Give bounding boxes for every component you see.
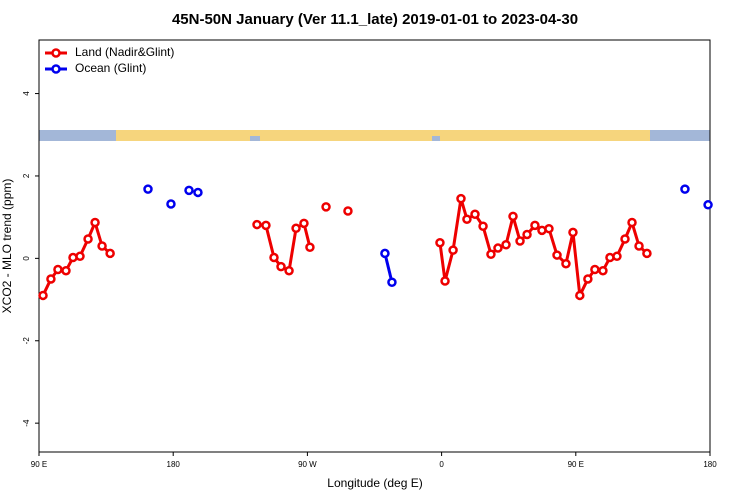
data-point	[105, 248, 115, 259]
data-point	[590, 264, 600, 275]
data-point	[493, 243, 503, 253]
data-point	[184, 185, 194, 196]
data-point	[462, 214, 472, 224]
data-point	[61, 265, 71, 276]
data-point	[387, 277, 397, 288]
data-point	[530, 220, 540, 231]
data-point	[261, 220, 271, 231]
data-point	[456, 193, 466, 204]
data-point	[276, 261, 286, 272]
land-ocean-strip	[39, 130, 710, 141]
data-point	[515, 236, 525, 246]
data-point	[440, 276, 450, 286]
data-point	[552, 250, 562, 260]
data-point	[642, 248, 652, 259]
data-point	[508, 211, 518, 222]
y-tick-label: -2	[22, 337, 31, 345]
data-point	[703, 200, 713, 210]
data-point	[166, 199, 176, 209]
plot-frame	[38, 39, 711, 453]
data-point	[90, 217, 100, 228]
data-point	[486, 249, 496, 259]
data-point	[501, 240, 511, 250]
data-point	[83, 234, 93, 244]
legend-label: Ocean (Glint)	[75, 61, 146, 75]
data-point	[478, 221, 488, 231]
data-point	[612, 251, 622, 262]
x-tick-label: 180	[703, 460, 717, 469]
x-tick-label: 90 E	[568, 460, 584, 469]
data-point	[38, 290, 48, 301]
legend-label: Land (Nadir&Glint)	[75, 45, 174, 59]
x-axis-label: Longitude (deg E)	[327, 476, 422, 490]
data-point	[269, 252, 279, 263]
data-point	[620, 234, 630, 244]
legend-marker	[51, 64, 61, 74]
data-point	[598, 265, 608, 276]
data-point	[448, 245, 458, 255]
data-point	[380, 248, 390, 259]
x-tick-label: 90 E	[31, 460, 47, 469]
y-tick-label: -4	[22, 419, 31, 427]
data-point	[46, 274, 56, 284]
data-point	[299, 218, 309, 229]
data-point	[634, 241, 644, 251]
data-point	[343, 206, 353, 216]
ocean-band	[250, 136, 260, 141]
data-point	[470, 209, 480, 220]
data-point	[75, 251, 85, 262]
x-tick-label: 0	[439, 460, 444, 469]
data-point	[252, 219, 262, 230]
x-tick-label: 90 W	[298, 460, 317, 469]
data-point	[143, 184, 153, 194]
data-point	[680, 184, 690, 194]
y-tick-label: 2	[22, 173, 31, 178]
data-point	[561, 258, 571, 269]
data-point	[321, 202, 331, 212]
legend-marker	[51, 48, 61, 58]
ocean-band	[432, 136, 440, 141]
data-point	[291, 223, 301, 234]
data-point	[627, 217, 637, 228]
data-point	[544, 223, 554, 234]
data-point	[53, 264, 63, 275]
y-tick-label: 4	[22, 91, 31, 96]
chart-title: 45N-50N January (Ver 11.1_late) 2019-01-…	[172, 11, 578, 28]
data-point	[583, 274, 593, 284]
data-point	[568, 227, 578, 238]
data-point	[305, 242, 315, 252]
y-tick-label: 0	[22, 256, 31, 261]
data-point	[575, 290, 585, 301]
data-point	[435, 237, 445, 248]
series-line	[385, 205, 708, 282]
data-point	[193, 187, 203, 198]
data-point	[97, 241, 107, 251]
x-tick-label: 180	[167, 460, 181, 469]
land-band	[116, 130, 650, 141]
data-point	[522, 229, 532, 240]
y-axis-label: XCO2 - MLO trend (ppm)	[0, 179, 14, 314]
data-point	[284, 265, 294, 276]
